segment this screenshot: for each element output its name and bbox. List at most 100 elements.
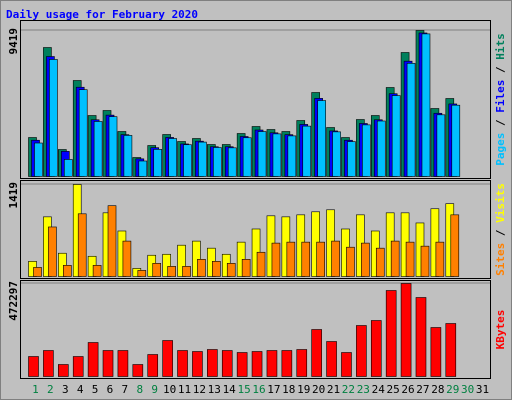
x-tick-label: 5 <box>92 383 99 396</box>
bar <box>221 350 233 377</box>
bar <box>93 121 103 177</box>
bar <box>301 241 311 277</box>
bar <box>33 267 42 277</box>
bar <box>356 325 367 377</box>
bar <box>415 297 427 377</box>
bar <box>122 240 132 277</box>
bar <box>48 226 57 277</box>
legend: Sites / Visits <box>494 183 507 276</box>
bar <box>108 116 118 177</box>
bar <box>207 349 218 377</box>
bar <box>117 350 129 377</box>
bar <box>183 144 192 177</box>
bar <box>162 340 173 377</box>
bar <box>271 242 281 277</box>
x-tick-label: 29 <box>446 383 459 396</box>
x-tick-label: 7 <box>122 383 129 396</box>
x-tick-label: 6 <box>107 383 114 396</box>
legend: Pages / Files / Hits <box>494 33 507 166</box>
bar <box>192 240 201 277</box>
x-tick-label: 17 <box>267 383 280 396</box>
x-tick-label: 8 <box>136 383 143 396</box>
bar <box>241 259 251 277</box>
bar <box>287 135 297 177</box>
bar <box>420 245 430 277</box>
y-tick-label: 472297 <box>7 281 20 321</box>
bar <box>92 265 102 277</box>
bar <box>316 241 325 277</box>
bar <box>102 350 114 377</box>
bar <box>266 350 278 377</box>
bar <box>152 263 162 277</box>
bar <box>182 266 191 277</box>
bar <box>400 283 412 377</box>
bar <box>450 214 460 277</box>
x-tick-label: 19 <box>297 383 310 396</box>
panel-frame <box>20 280 491 379</box>
bar <box>153 149 163 177</box>
bar <box>137 270 147 277</box>
bar <box>451 104 461 177</box>
bar <box>296 349 308 377</box>
bar <box>123 135 133 177</box>
bar <box>445 323 457 377</box>
legend-separator: / <box>494 113 507 133</box>
x-tick-label: 30 <box>461 383 474 396</box>
bar <box>28 356 39 377</box>
x-tick-label: 2 <box>47 383 54 396</box>
x-tick-label: 3 <box>62 383 69 396</box>
bar <box>332 131 341 177</box>
bar <box>430 327 442 377</box>
bar <box>436 114 446 177</box>
x-tick-label: 25 <box>387 383 400 396</box>
bar <box>197 259 206 277</box>
bar <box>72 356 84 377</box>
x-tick-label: 24 <box>372 383 386 396</box>
bar <box>341 352 352 377</box>
x-tick-label: 1 <box>32 383 39 396</box>
bar <box>49 59 58 177</box>
x-tick-label: 23 <box>357 383 370 396</box>
bar <box>43 350 54 377</box>
bar <box>362 124 371 177</box>
x-tick-label: 27 <box>416 383 429 396</box>
bar <box>421 33 431 177</box>
x-tick-label: 12 <box>193 383 206 396</box>
bar <box>58 364 69 377</box>
bar <box>167 266 176 277</box>
legend-entry: Files <box>494 80 507 113</box>
x-tick-label: 4 <box>77 383 84 396</box>
bar <box>162 253 171 277</box>
bar <box>370 320 382 377</box>
x-tick-label: 28 <box>431 383 444 396</box>
bar <box>302 125 312 177</box>
bar <box>212 261 221 277</box>
bar <box>390 240 400 277</box>
bar <box>361 242 370 277</box>
x-tick-label: 22 <box>342 383 355 396</box>
bar <box>226 263 236 277</box>
x-tick-label: 26 <box>401 383 414 396</box>
bar <box>192 351 203 377</box>
legend-entry: Sites <box>494 243 507 276</box>
x-tick-label: 11 <box>178 383 191 396</box>
bar <box>107 205 117 277</box>
x-tick-label: 10 <box>163 383 176 396</box>
bar <box>326 341 337 377</box>
bar <box>286 241 296 277</box>
x-tick-label: 18 <box>282 383 295 396</box>
legend-separator: / <box>494 60 507 80</box>
bar <box>406 63 416 177</box>
x-tick-label: 13 <box>208 383 221 396</box>
x-tick-label: 31 <box>476 383 489 396</box>
panel-frame <box>20 180 491 279</box>
x-tick-label: 21 <box>327 383 340 396</box>
bar <box>227 147 237 177</box>
bar <box>177 244 186 277</box>
y-tick-label: 1419 <box>7 182 20 209</box>
x-tick-label: 20 <box>312 383 325 396</box>
bar <box>64 159 73 177</box>
bar <box>375 247 385 277</box>
bar <box>138 160 148 177</box>
